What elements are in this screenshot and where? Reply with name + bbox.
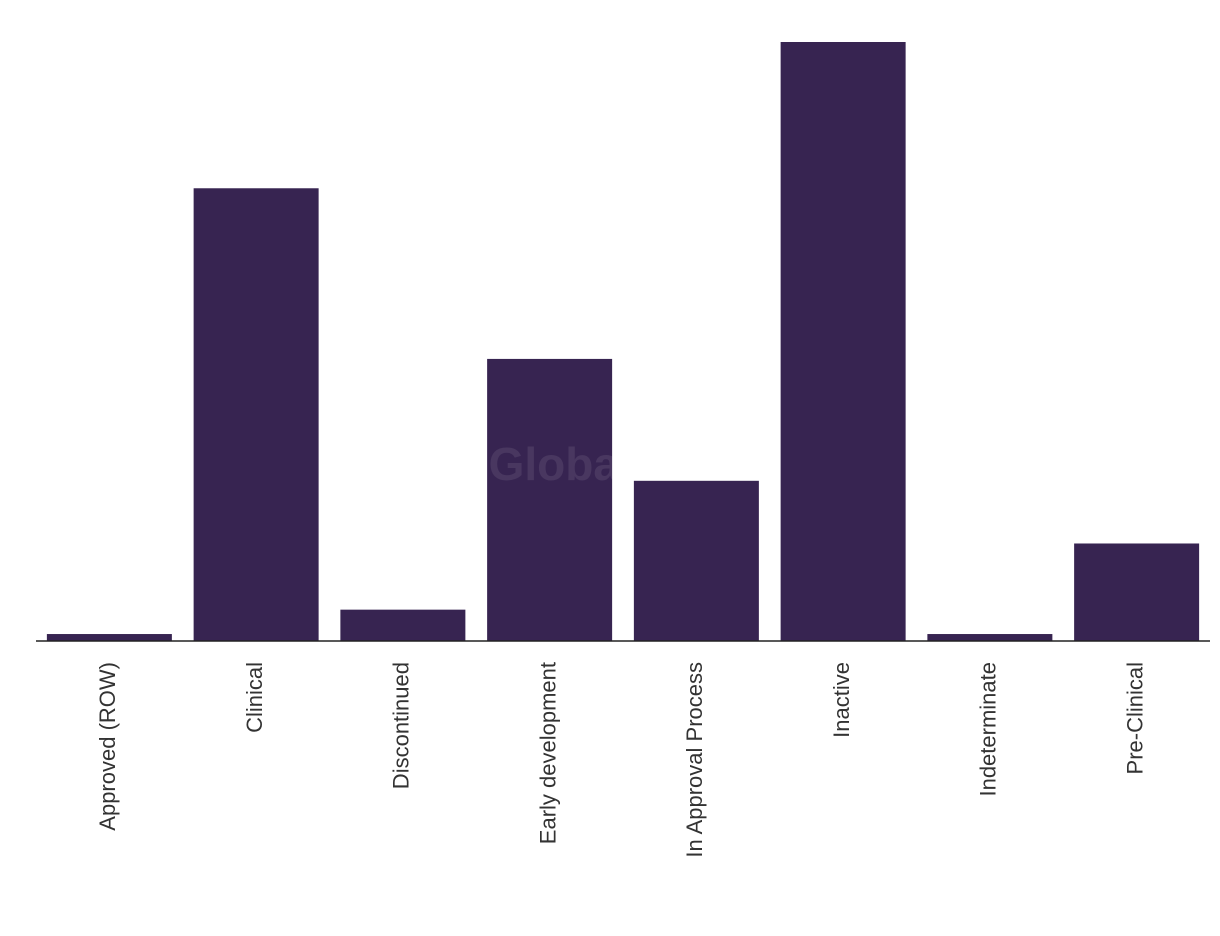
x-tick-label: In Approval Process [682, 662, 707, 858]
bar [193, 188, 319, 641]
x-tick-label: Inactive [829, 662, 854, 738]
x-tick-label: Approved (ROW) [95, 662, 120, 831]
bar [780, 42, 906, 641]
bar [340, 609, 466, 641]
x-tick-label: Discontinued [389, 662, 414, 789]
x-tick-label: Clinical [242, 662, 267, 733]
x-tick-label: Indeterminate [976, 662, 1001, 797]
bar [46, 634, 172, 641]
watermark: GlobalData [489, 438, 732, 490]
x-tick-label: Early development [535, 662, 560, 844]
bar [927, 634, 1053, 641]
bar [633, 480, 759, 641]
bar [1074, 543, 1200, 641]
bar [487, 358, 613, 641]
bars [46, 42, 1200, 641]
x-tick-label: Pre-Clinical [1122, 662, 1147, 774]
